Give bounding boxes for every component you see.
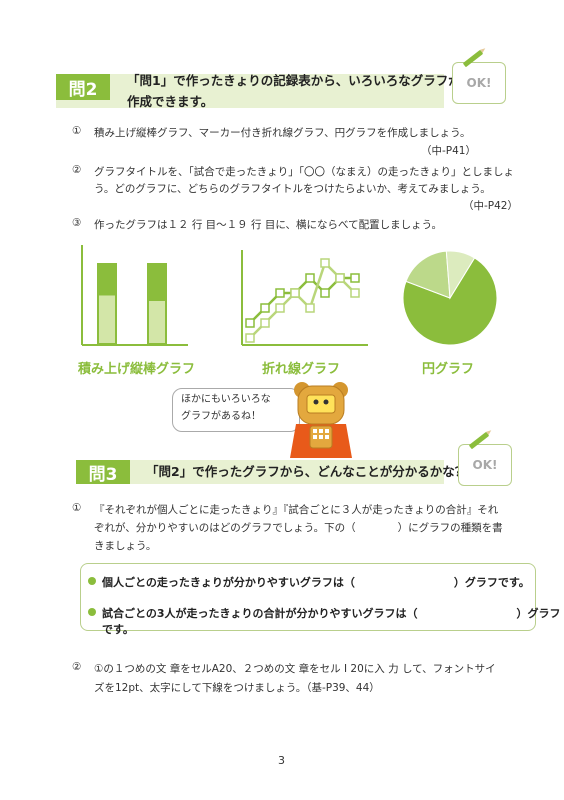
pie-slice: [402, 257, 498, 346]
line-chart-label: 折れ線グラフ: [262, 362, 341, 377]
mascot-illustration: [290, 382, 352, 458]
speech-bubble: ほかにもいろいろな グラフがあるね！: [172, 388, 300, 432]
q2-ok-checkbox[interactable]: OK!: [452, 62, 506, 104]
line-chart-illustration: [241, 250, 368, 346]
answer-callout-box: [80, 563, 536, 631]
q2-header-bar: [56, 74, 444, 108]
q2-item2-number: ②: [72, 164, 82, 176]
stacked-bar-label: 積み上げ縦棒グラフ: [78, 362, 196, 377]
ok-label: OK!: [472, 458, 498, 472]
q3-title: 「問2」で作ったグラフから、どんなことが分かるかな？: [146, 464, 468, 479]
line-marker: [245, 333, 255, 343]
q2-item1-number: ①: [72, 125, 82, 137]
q3-item1-line3: きましょう。: [94, 540, 157, 552]
line-marker: [335, 273, 345, 283]
line-marker: [290, 288, 300, 298]
stacked-bar-upper: [97, 263, 117, 296]
q2-item2-text-line1: グラフタイトルを、「試合で走ったきょり」「〇〇（なまえ）の走ったきょり」としまし…: [94, 166, 514, 178]
answer-line-individual[interactable]: 個人ごとの走ったきょりが分かりやすいグラフは（ ）グラフです。: [102, 576, 530, 589]
q3-item2-line2: ズを12pt、太字にして下線をつけましょう。（基-P39、44）: [94, 682, 380, 694]
q2-item2-text-line2: う。どのグラフに、どちらのグラフタイトルをつけたらよいか、考えてみましょう。: [94, 183, 491, 195]
q3-badge: 問3: [76, 460, 130, 485]
answer-line-match-total[interactable]: 試合ごとの3人が走ったきょりの合計が分かりやすいグラフは（ ）グラフです。: [102, 607, 561, 636]
q3-header-bar: [76, 460, 444, 484]
line-marker: [260, 318, 270, 328]
q2-item3-number: ③: [72, 217, 82, 229]
bullet-dot: [88, 608, 96, 616]
q3-ok-checkbox[interactable]: OK!: [458, 444, 512, 486]
line-marker: [320, 288, 330, 298]
stacked-bar-chart-illustration: [81, 245, 188, 346]
stacked-bar-lower: [147, 299, 167, 345]
q2-item3-text: 作ったグラフは１２ 行 目〜１９ 行 目に、横にならべて配置しましょう。: [94, 219, 442, 231]
bubble-line2: グラフがあるね！: [181, 411, 261, 422]
stacked-bar-lower: [97, 293, 117, 345]
q3-item1-line1: 『それぞれが個人ごとに走ったきょり』『試合ごとに３人が走ったきょりの合計』それ: [94, 504, 499, 516]
pie-chart-illustration: [402, 250, 498, 346]
q3-item2-line1: ①の１つめの文 章をセルA20、２つめの文 章をセル I 20に入 力 して、フ…: [94, 663, 496, 675]
line-marker: [275, 288, 285, 298]
ok-label: OK!: [466, 76, 492, 90]
q2-item2-ref: （中-P42）: [463, 200, 518, 212]
line-marker: [245, 318, 255, 328]
q3-item1-number: ①: [72, 502, 82, 514]
q2-title-line1: 「問1」で作ったきょりの記録表から、いろいろなグラフが: [127, 73, 461, 88]
q2-item1-text: 積み上げ縦棒グラフ、マーカー付き折れ線グラフ、円グラフを作成しましょう。: [94, 127, 471, 139]
line-marker: [305, 303, 315, 313]
bullet-dot: [88, 577, 96, 585]
page-number: 3: [278, 754, 285, 767]
line-marker: [320, 258, 330, 268]
q2-item1-ref: （中-P41）: [421, 145, 476, 157]
q3-item1-line2: ぞれが、分かりやすいのはどのグラフでしょう。下の（ ）にグラフの種類を書: [94, 522, 503, 534]
line-marker: [350, 273, 360, 283]
bubble-line1: ほかにもいろいろな: [181, 394, 271, 405]
line-marker: [260, 303, 270, 313]
q3-item2-number: ②: [72, 661, 82, 673]
pie-chart-label: 円グラフ: [422, 362, 475, 377]
line-marker: [275, 303, 285, 313]
q2-title-line2: 作成できます。: [127, 94, 214, 109]
line-marker: [305, 273, 315, 283]
pie-slice: [405, 250, 451, 299]
q2-badge: 問2: [56, 74, 110, 100]
stacked-bar-upper: [147, 263, 167, 301]
pie-slice: [445, 250, 476, 300]
line-marker: [350, 288, 360, 298]
